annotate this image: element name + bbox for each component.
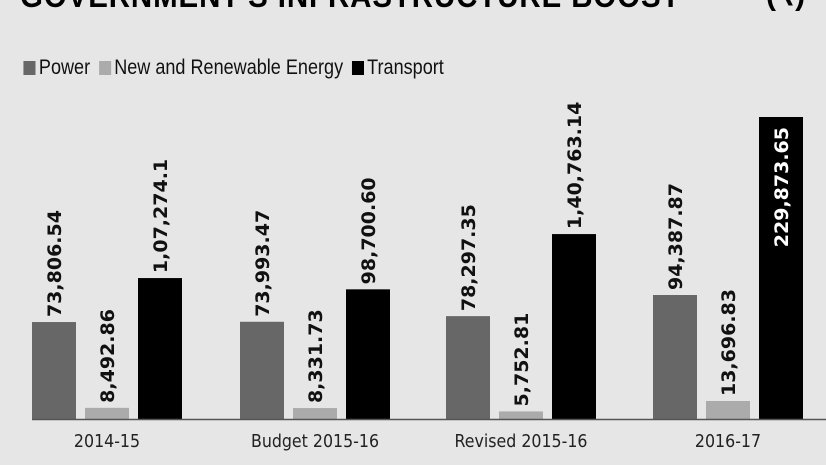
unit-label: (₹)	[766, 0, 805, 13]
bar-power-2014-15	[32, 322, 76, 419]
bar-new-and-renewable-energy-2014-15	[85, 407, 129, 419]
x-tick-label: 2014-15	[74, 430, 140, 451]
data-label: 13,696.83	[718, 289, 740, 396]
legend-swatch-transport	[351, 61, 364, 75]
chart-title: GOVERNMENT'S INFRASTRUCTURE BOOST	[20, 0, 681, 15]
data-label: 8,331.73	[305, 309, 327, 403]
data-label: 1,40,763.14	[564, 102, 586, 229]
bar-new-and-renewable-energy-budget-2015-16	[293, 408, 337, 419]
data-label: 73,806.54	[44, 210, 66, 317]
legend: Power New and Renewable Energy Transport	[20, 56, 444, 80]
data-label: 229,873.65	[771, 127, 793, 247]
bar-transport-2016-17	[759, 117, 803, 419]
legend-label-power: Power	[38, 56, 91, 79]
legend-label-transport: Transport	[367, 56, 444, 79]
bar-new-and-renewable-energy-revised-2015-16	[499, 411, 543, 419]
data-label: 5,752.81	[511, 313, 533, 407]
data-label: 94,387.87	[665, 183, 687, 290]
data-label: 8,492.86	[97, 309, 119, 403]
data-label: 98,700.60	[358, 177, 380, 284]
bar-power-revised-2015-16	[446, 316, 490, 419]
data-label: 73,993.47	[252, 210, 274, 317]
legend-label-renewable: New and Renewable Energy	[114, 56, 344, 79]
bar-transport-2014-15	[138, 278, 182, 419]
data-label: 78,297.35	[458, 204, 480, 311]
bar-new-and-renewable-energy-2016-17	[706, 401, 750, 419]
legend-swatch-power	[23, 61, 36, 75]
bar-power-2016-17	[653, 294, 697, 419]
x-tick-label: 2016-17	[695, 430, 761, 451]
bar-power-budget-2015-16	[240, 321, 284, 419]
data-label: 1,07,274.1	[150, 159, 172, 273]
x-tick-label: Revised 2015-16	[455, 430, 588, 451]
bar-transport-budget-2015-16	[346, 289, 390, 419]
bar-transport-revised-2015-16	[552, 234, 596, 419]
legend-swatch-renewable	[98, 61, 111, 75]
x-tick-label: Budget 2015-16	[251, 430, 379, 451]
